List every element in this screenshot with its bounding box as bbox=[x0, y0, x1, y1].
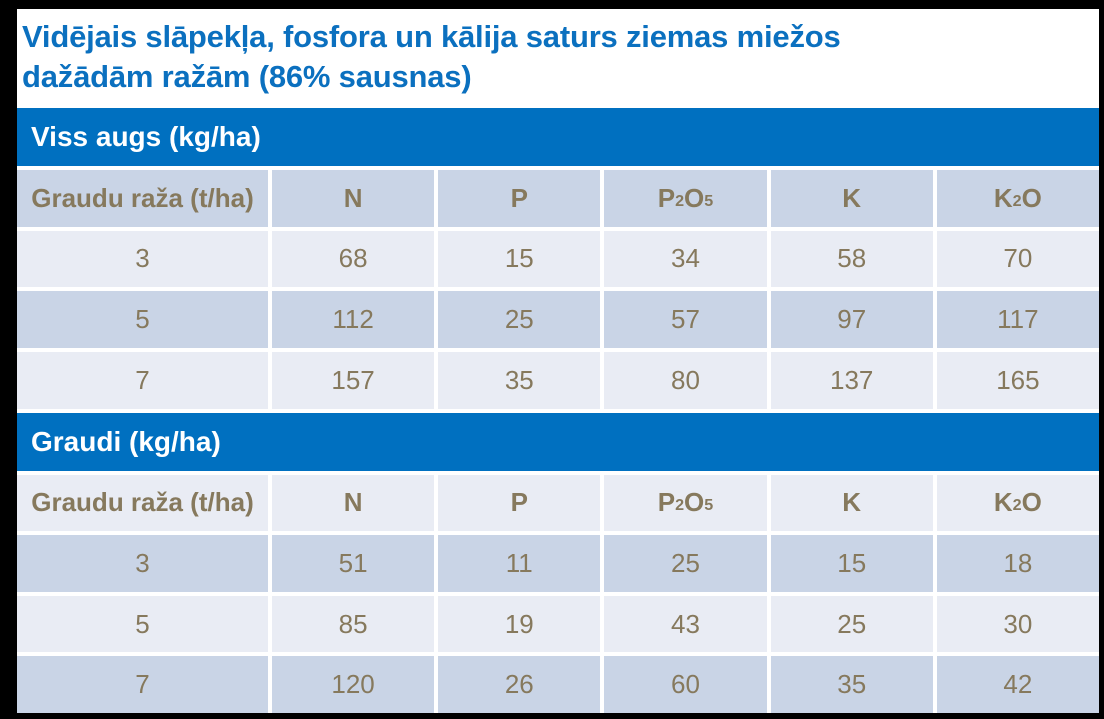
data-cell: 112 bbox=[272, 291, 435, 348]
column-header-cell: Graudu raža (t/ha) bbox=[17, 170, 268, 227]
label-text: K bbox=[993, 182, 1013, 213]
column-header-cell: P bbox=[438, 474, 601, 532]
data-cell: 11 bbox=[438, 535, 601, 592]
label-text: O bbox=[1021, 487, 1042, 518]
data-cell: 120 bbox=[272, 656, 435, 713]
subscript-text: 2 bbox=[1012, 191, 1022, 210]
subscript-text: 2 bbox=[675, 191, 685, 210]
data-cell: 15 bbox=[438, 230, 601, 288]
data-cell: 97 bbox=[770, 291, 933, 348]
data-cell: 35 bbox=[438, 351, 601, 409]
column-header-cell: Graudu raža (t/ha) bbox=[17, 474, 268, 532]
data-cell: 80 bbox=[604, 351, 767, 409]
data-cell: 19 bbox=[438, 595, 601, 653]
label-text: O bbox=[684, 182, 705, 213]
data-cell: 35 bbox=[770, 656, 933, 713]
row-label-cell: 3 bbox=[17, 230, 268, 288]
data-cell: 43 bbox=[604, 595, 767, 653]
subscript-text: 2 bbox=[1012, 496, 1022, 515]
data-cell: 137 bbox=[770, 351, 933, 409]
label-text: P bbox=[657, 487, 676, 518]
data-cell: 60 bbox=[604, 656, 767, 713]
column-header-cell: N bbox=[272, 170, 435, 227]
data-cell: 26 bbox=[438, 656, 601, 713]
column-header-cell: P bbox=[438, 170, 601, 227]
column-header-cell: N bbox=[272, 474, 435, 532]
row-label-cell: 7 bbox=[17, 656, 268, 713]
row-label-cell: 5 bbox=[17, 291, 268, 348]
data-cell: 25 bbox=[770, 595, 933, 653]
label-text: O bbox=[1021, 182, 1042, 213]
data-cell: 42 bbox=[936, 656, 1099, 713]
row-label-cell: 3 bbox=[17, 535, 268, 592]
data-cell: 30 bbox=[936, 595, 1099, 653]
data-cell: 51 bbox=[272, 535, 435, 592]
data-cell: 25 bbox=[438, 291, 601, 348]
slide-page: Vidējais slāpekļa, fosfora un kālija sat… bbox=[17, 9, 1099, 713]
data-cell: 157 bbox=[272, 351, 435, 409]
section-heading-bar: Graudi (kg/ha) bbox=[17, 412, 1099, 471]
title-line-2: dažādām ražām (86% sausnas) bbox=[22, 58, 472, 94]
subscript-text: 2 bbox=[675, 496, 685, 515]
data-cell: 18 bbox=[936, 535, 1099, 592]
data-cell: 58 bbox=[770, 230, 933, 288]
title-line-1: Vidējais slāpekļa, fosfora un kālija sat… bbox=[22, 19, 841, 54]
column-header-cell: K bbox=[770, 170, 933, 227]
section-heading-bar: Viss augs (kg/ha) bbox=[17, 108, 1099, 166]
data-cell: 70 bbox=[936, 230, 1099, 288]
data-cell: 57 bbox=[604, 291, 767, 348]
row-label-cell: 5 bbox=[17, 595, 268, 653]
row-label-cell: 7 bbox=[17, 351, 268, 409]
nutrient-table: Viss augs (kg/ha) Graudu raža (t/ha) N P P 2 O… bbox=[17, 108, 1099, 713]
label-text: O bbox=[684, 487, 705, 518]
subscript-text: 5 bbox=[704, 191, 714, 210]
subscript-text: 5 bbox=[704, 496, 714, 515]
data-cell: 34 bbox=[604, 230, 767, 288]
data-cell: 15 bbox=[770, 535, 933, 592]
label-text: P bbox=[657, 182, 676, 213]
slide-title: Vidējais slāpekļa, fosfora un kālija sat… bbox=[17, 9, 1099, 96]
data-cell: 117 bbox=[936, 291, 1099, 348]
data-cell: 25 bbox=[604, 535, 767, 592]
data-cell: 165 bbox=[936, 351, 1099, 409]
column-header-cell: K bbox=[770, 474, 933, 532]
data-cell: 68 bbox=[272, 230, 435, 288]
data-cell: 85 bbox=[272, 595, 435, 653]
label-text: K bbox=[993, 487, 1013, 518]
